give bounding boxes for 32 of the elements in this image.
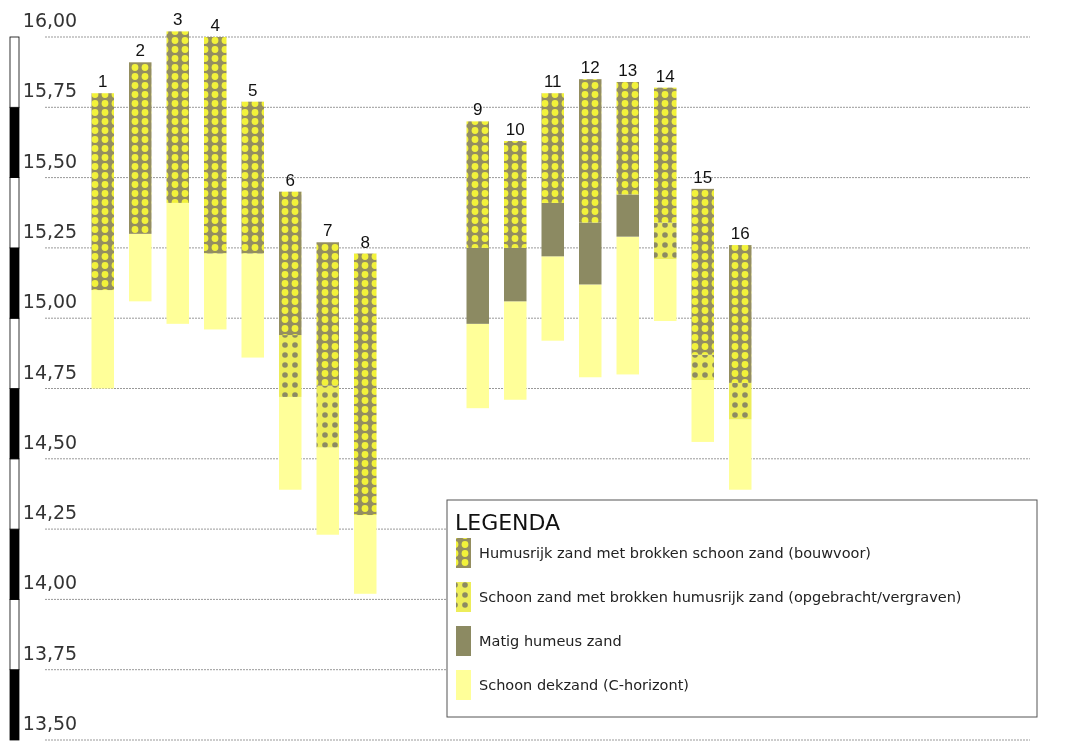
y-tick-label: 15,00 <box>22 290 78 313</box>
legend-title: LEGENDA <box>455 510 561 535</box>
y-tick-label: 13,50 <box>22 712 78 734</box>
y-tick-label: 14,50 <box>22 430 78 453</box>
x-tick-label: 4 <box>210 16 220 35</box>
x-tick-label: 12 <box>580 58 600 78</box>
y-tick-label: 14,00 <box>22 571 78 594</box>
x-tick-label: 2 <box>135 41 145 61</box>
x-tick-label: 10 <box>505 120 525 140</box>
x-tick-label: 6 <box>285 170 295 190</box>
x-tick-label: 11 <box>543 72 562 92</box>
x-tick-label: 13 <box>618 60 638 80</box>
x-tick-label: 5 <box>248 80 258 100</box>
x-tick-label: 3 <box>173 10 183 30</box>
legend-label: Humusrijk zand met brokken schoon zand (bouwvoor) <box>479 545 872 561</box>
x-tick-label: 15 <box>693 167 713 187</box>
x-tick-label: 8 <box>360 232 370 252</box>
y-tick-label: 13,75 <box>22 641 78 664</box>
legend-label: Schoon dekzand (C-horizont) <box>479 677 690 693</box>
legend-label: Schoon zand met brokken humusrijk zand (opgebracht/vergraven) <box>479 589 962 605</box>
x-tick-label: 7 <box>323 221 333 241</box>
y-tick-label: 16,00 <box>22 9 78 31</box>
y-tick-label: 15,75 <box>22 79 78 102</box>
x-tick-label: 1 <box>98 72 108 92</box>
x-tick-label: 16 <box>730 224 750 244</box>
x-tick-label: 9 <box>473 100 483 120</box>
x-tick-label: 14 <box>655 66 675 86</box>
y-tick-label: 14,75 <box>22 360 78 383</box>
y-tick-label: 15,25 <box>22 219 78 242</box>
y-tick-label: 14,25 <box>22 501 78 524</box>
legend-label: Matig humeus zand <box>479 633 622 649</box>
y-tick-label: 15,50 <box>22 149 78 172</box>
